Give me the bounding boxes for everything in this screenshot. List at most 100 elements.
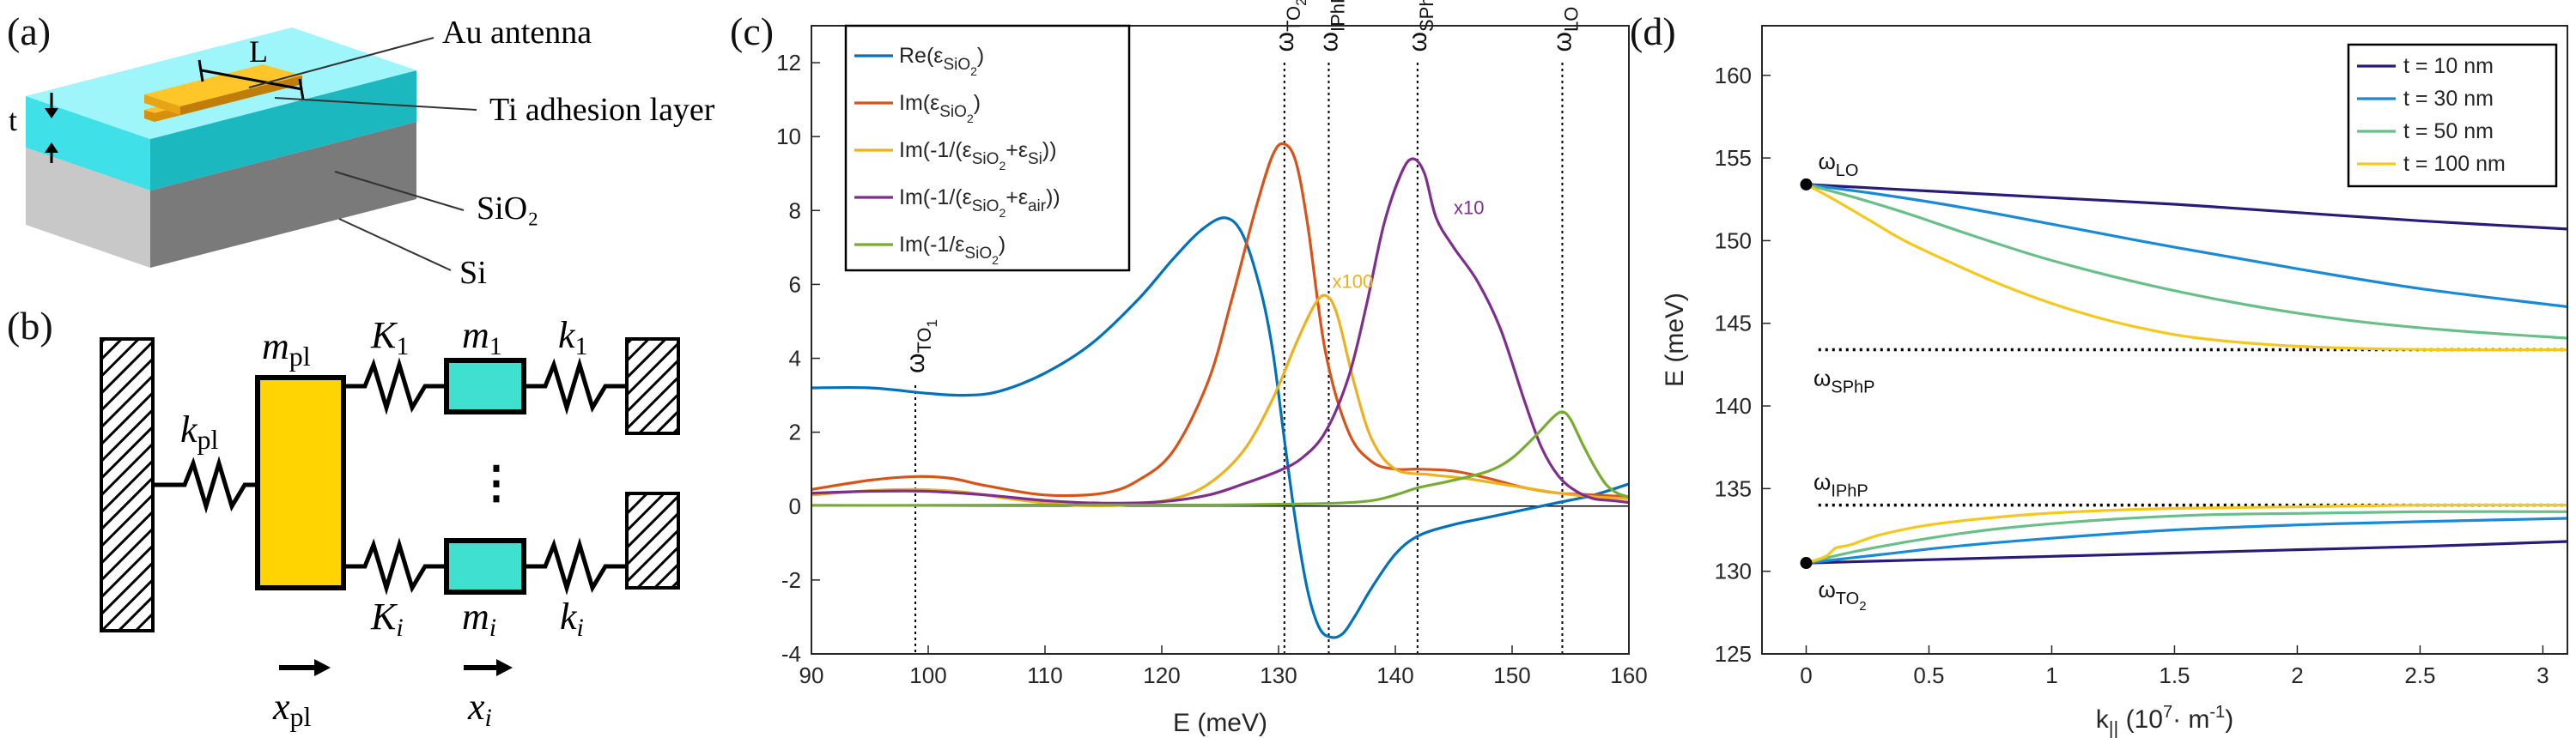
c-xtick-label: 130 bbox=[1260, 662, 1297, 688]
c-xtick-label: 120 bbox=[1143, 662, 1180, 688]
d-xlabel: k|| (107· m-1) bbox=[2096, 703, 2233, 738]
c-legend-entry: Re(εSiO2) bbox=[899, 44, 984, 78]
panel-b: (b) kpl mpl K1 m1 k1 Ki mi ki ⋮ xpl xi bbox=[7, 304, 680, 732]
oxide-leader bbox=[334, 171, 465, 211]
arrowhead-xi bbox=[496, 659, 513, 676]
c-ytick-label: 2 bbox=[789, 420, 801, 445]
d-axes-box bbox=[1761, 25, 2568, 655]
sio2-side-face bbox=[150, 70, 416, 191]
c-series-line bbox=[811, 410, 1629, 507]
d-xtick-label: 0.5 bbox=[1913, 662, 1944, 688]
label-K1: K1 bbox=[370, 314, 409, 360]
label-k-pl: kpl bbox=[180, 408, 219, 455]
mass-plasmon bbox=[255, 375, 346, 590]
c-ytick-label: 8 bbox=[789, 197, 801, 223]
length-arrow bbox=[201, 69, 303, 91]
d-series-line bbox=[1806, 540, 2567, 565]
d-xtick-label: 1 bbox=[2045, 662, 2057, 688]
c-ytick-label: 6 bbox=[789, 271, 801, 297]
d-series-line bbox=[1806, 510, 2567, 565]
sio2-front-face bbox=[26, 96, 150, 191]
d-point bbox=[1800, 557, 1813, 570]
antenna-body bbox=[144, 64, 302, 106]
c-ytick-label: 0 bbox=[789, 493, 801, 519]
right-wall-top bbox=[625, 337, 680, 435]
d-hline-label: ωSPhP bbox=[1814, 366, 1874, 397]
c-xtick-label: 110 bbox=[1027, 662, 1062, 688]
mass-phonon-1 bbox=[444, 358, 526, 414]
plot-c: 90 100 110 120 130 140 150 160 -4 -2 0 2 4 6 8 10 12 ωTO1… bbox=[776, 0, 1648, 737]
si-front-face bbox=[26, 148, 150, 268]
d-ytick-label: 160 bbox=[1715, 63, 1752, 88]
substrate-leader bbox=[338, 218, 452, 271]
adhesion-leader bbox=[274, 97, 477, 111]
d-xtick-label: 2 bbox=[2291, 662, 2303, 688]
c-legend-entry: Im(-1/(εSiO2+εair)) bbox=[899, 185, 1060, 220]
panel-label-b: (b) bbox=[7, 304, 53, 348]
d-point-label: ωLO bbox=[1818, 148, 1858, 180]
c-series-line bbox=[811, 142, 1629, 499]
arrowhead-x-pl bbox=[314, 659, 331, 676]
label-m-pl: mpl bbox=[262, 325, 311, 372]
spring-Ki bbox=[343, 537, 447, 596]
label-x-pl: xpl bbox=[272, 686, 312, 732]
c-xtick-label: 160 bbox=[1610, 662, 1647, 688]
left-wall bbox=[100, 337, 155, 632]
d-series-line bbox=[1806, 183, 2567, 340]
substrate-label: Si bbox=[459, 255, 487, 291]
d-xtick-label: 2.5 bbox=[2404, 662, 2435, 688]
c-vline-label: ωTO1 bbox=[902, 319, 940, 373]
panel-label-c: (c) bbox=[730, 9, 774, 53]
d-series-line bbox=[1805, 183, 2567, 352]
label-m1: m1 bbox=[462, 314, 502, 360]
c-annotation-x100: x100 bbox=[1333, 271, 1374, 293]
label-xi: xi bbox=[467, 686, 492, 732]
c-vline-label: ωTO2 bbox=[1271, 0, 1309, 51]
d-series-line bbox=[1805, 503, 2567, 565]
panel-a: (a) L t Au antenna Ti adhesion layer bbox=[7, 9, 715, 291]
label-k1: k1 bbox=[558, 314, 588, 360]
d-legend-entry: t = 30 nm bbox=[2403, 87, 2494, 111]
length-label: L bbox=[249, 34, 268, 69]
spring-K1 bbox=[343, 357, 447, 415]
label-mi: mi bbox=[462, 596, 496, 642]
c-legend-entry: Im(εSiO2) bbox=[899, 91, 981, 125]
c-series-line bbox=[811, 216, 1629, 639]
d-ytick-label: 130 bbox=[1715, 559, 1752, 584]
antenna-edge bbox=[180, 76, 302, 115]
label-Ki: Ki bbox=[370, 596, 404, 642]
length-tick-right bbox=[298, 78, 305, 100]
d-legend-entry: t = 50 nm bbox=[2403, 119, 2494, 143]
c-xlabel: E (meV) bbox=[1173, 709, 1267, 737]
c-ytick-label: -4 bbox=[781, 641, 801, 667]
c-ytick-label: 4 bbox=[789, 346, 801, 372]
d-legend-entry: t = 10 nm bbox=[2403, 54, 2494, 78]
d-legend-entry: t = 100 nm bbox=[2403, 152, 2506, 176]
spring-k-pl bbox=[153, 456, 258, 514]
c-series-line bbox=[811, 157, 1629, 505]
c-annotation-x10: x10 bbox=[1454, 197, 1484, 219]
d-series-line bbox=[1806, 183, 2567, 309]
panel-d: (d) 0 0.5 1 1.5 2 2.5 3 125 130 135 140 145 150 155 16… bbox=[1630, 9, 2568, 738]
d-point bbox=[1800, 178, 1813, 191]
d-ytick-label: 150 bbox=[1715, 227, 1752, 253]
c-xtick-label: 90 bbox=[799, 662, 824, 688]
c-axes-box bbox=[811, 25, 1630, 655]
d-ylabel: E (meV) bbox=[1661, 293, 1689, 387]
panel-c: (c) 90 100 110 120 130 140 150 160 -4 -2 0 2 4 6 8 10 12… bbox=[730, 0, 1648, 737]
d-series-line bbox=[1806, 517, 2567, 565]
antenna-label: Au antenna bbox=[442, 15, 592, 51]
c-xtick-label: 150 bbox=[1493, 662, 1530, 688]
c-legend-entry: Im(-1/εSiO2) bbox=[899, 233, 1005, 267]
panel-label-d: (d) bbox=[1630, 9, 1676, 53]
c-ytick-label: 10 bbox=[776, 124, 801, 149]
length-tick-left bbox=[197, 59, 204, 82]
c-xtick-label: 100 bbox=[909, 662, 946, 688]
d-xtick-label: 1.5 bbox=[2159, 662, 2190, 688]
c-vline-label: ωLO bbox=[1548, 7, 1582, 52]
adhesion-label: Ti adhesion layer bbox=[489, 92, 715, 128]
antenna-front bbox=[144, 94, 180, 115]
d-point-label: ωTO2 bbox=[1818, 577, 1866, 614]
d-ytick-label: 140 bbox=[1715, 393, 1752, 419]
